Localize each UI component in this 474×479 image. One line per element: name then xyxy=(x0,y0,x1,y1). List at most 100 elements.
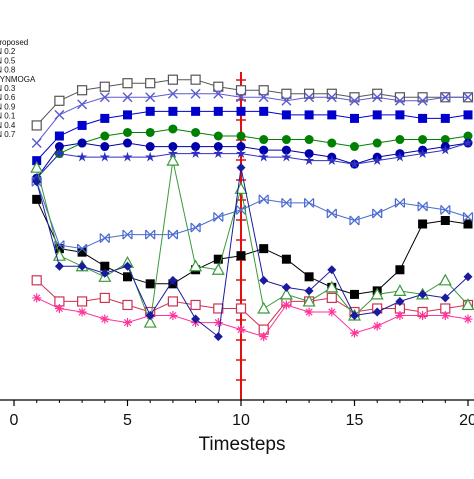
data-point xyxy=(349,95,360,106)
data-point xyxy=(418,289,428,299)
data-point xyxy=(395,296,405,306)
data-point xyxy=(32,194,42,204)
data-point xyxy=(259,275,269,285)
legend-entry: IN 0.3 xyxy=(0,84,16,93)
data-point xyxy=(304,149,314,159)
data-point xyxy=(463,272,473,282)
data-point xyxy=(281,254,291,264)
data-point xyxy=(257,301,271,314)
data-point xyxy=(77,261,87,271)
data-point xyxy=(99,92,110,103)
data-point xyxy=(54,261,64,271)
data-point xyxy=(349,215,360,226)
data-point xyxy=(438,273,452,286)
data-point xyxy=(395,311,405,321)
data-point xyxy=(123,318,132,328)
series-line xyxy=(36,181,469,250)
data-point xyxy=(100,142,110,152)
data-point xyxy=(349,158,360,169)
data-point xyxy=(395,135,405,145)
data-point xyxy=(100,131,110,141)
data-point xyxy=(259,332,269,342)
data-point xyxy=(372,155,383,165)
data-point xyxy=(190,222,201,233)
x-tick-label: 20 xyxy=(459,412,474,429)
data-point xyxy=(417,148,428,158)
data-point xyxy=(281,282,291,292)
legend-entry: IN 0.1 xyxy=(0,112,16,121)
data-point xyxy=(327,110,337,120)
data-point xyxy=(394,151,405,162)
data-point xyxy=(372,110,382,120)
data-point xyxy=(77,99,88,110)
data-point xyxy=(167,296,178,307)
x-tick-label: 10 xyxy=(232,412,250,429)
legend-entry: IN 0.7 xyxy=(0,130,16,139)
data-point xyxy=(462,137,474,148)
data-point xyxy=(463,92,473,103)
data-point xyxy=(32,177,42,187)
data-point xyxy=(145,279,155,289)
data-point xyxy=(440,135,450,145)
data-point xyxy=(54,244,64,254)
data-point xyxy=(463,314,473,324)
series-layer xyxy=(30,72,474,400)
data-point xyxy=(167,88,178,99)
data-point xyxy=(259,244,269,254)
data-point xyxy=(168,106,178,116)
data-point xyxy=(191,106,201,116)
data-point xyxy=(417,201,428,212)
data-point xyxy=(31,138,42,149)
data-point xyxy=(77,247,87,257)
data-point xyxy=(213,332,223,342)
data-point xyxy=(32,293,42,303)
data-point xyxy=(281,88,292,99)
data-point xyxy=(190,74,201,85)
legend-entry: IN 0.6 xyxy=(0,93,16,102)
data-point xyxy=(395,110,405,120)
data-point xyxy=(145,92,156,103)
data-point xyxy=(440,113,450,123)
legend-entry: IN 0.2 xyxy=(0,47,16,56)
data-point xyxy=(372,321,382,331)
data-point xyxy=(327,307,337,317)
data-point xyxy=(327,138,337,148)
data-point xyxy=(99,81,110,92)
series-line xyxy=(36,167,469,338)
data-point xyxy=(167,148,178,158)
data-point xyxy=(281,110,291,120)
data-point xyxy=(281,95,292,106)
x-tick-label: 15 xyxy=(346,412,364,429)
data-point xyxy=(281,151,292,162)
data-point xyxy=(213,212,224,222)
data-point xyxy=(326,208,337,219)
data-point xyxy=(213,131,223,141)
data-point xyxy=(281,197,292,208)
series-in-0-4 xyxy=(31,275,474,335)
data-point xyxy=(418,113,428,123)
data-point xyxy=(463,110,473,120)
data-point xyxy=(236,106,246,116)
data-point xyxy=(350,311,359,321)
data-point xyxy=(440,293,450,303)
data-point xyxy=(213,88,224,99)
data-point xyxy=(54,303,64,313)
data-point xyxy=(258,151,269,162)
data-point xyxy=(304,135,314,145)
data-point xyxy=(213,148,224,158)
data-point xyxy=(77,120,87,130)
data-point xyxy=(123,138,132,148)
data-point xyxy=(325,280,339,293)
data-point xyxy=(122,229,133,240)
data-point xyxy=(393,284,407,296)
data-point xyxy=(167,74,178,85)
data-point xyxy=(32,156,42,166)
data-point xyxy=(168,142,178,152)
data-point xyxy=(191,314,201,324)
data-point xyxy=(236,92,246,103)
data-point xyxy=(463,131,473,141)
data-point xyxy=(213,106,223,116)
data-point xyxy=(54,240,65,251)
data-point xyxy=(463,219,473,229)
data-point xyxy=(213,318,223,328)
